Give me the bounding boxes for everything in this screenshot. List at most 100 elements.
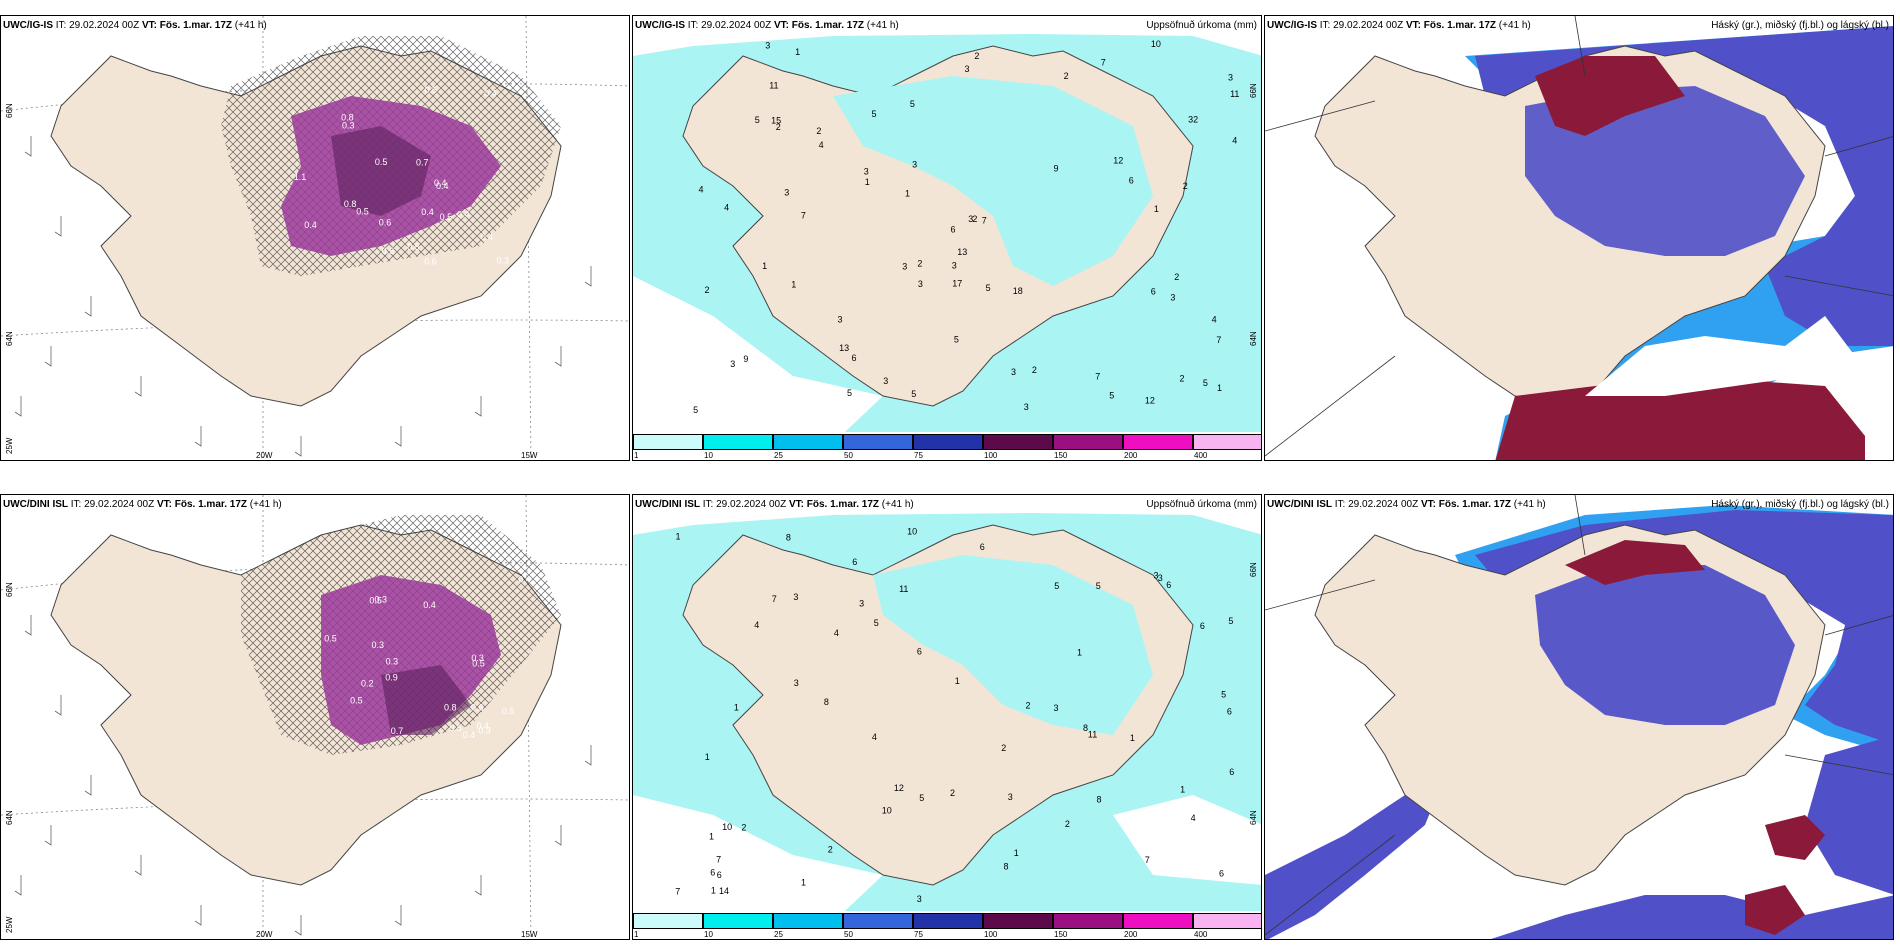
lat-label-top: 66N <box>1249 562 1258 577</box>
colorbar-tick-label: 100 <box>984 930 998 939</box>
value-label: 1 <box>1014 848 1019 858</box>
value-label: 5 <box>986 283 991 293</box>
value-label: 6 <box>980 542 985 552</box>
value-label: 6 <box>852 557 857 567</box>
value-label: 1 <box>705 752 710 762</box>
value-label: 1 <box>762 261 767 271</box>
value-label: 5 <box>872 109 877 119</box>
value-label: 3 <box>730 359 735 369</box>
value-label: 0.4 <box>436 181 449 191</box>
lon-label-20w: 20W <box>256 930 273 939</box>
value-label: 6 <box>1219 869 1224 879</box>
colorbar-segment <box>773 913 843 929</box>
value-label: 8 <box>1083 723 1088 733</box>
colorbar-tick-label: 50 <box>844 451 853 460</box>
value-label: 3 <box>793 592 798 602</box>
map-canvas: 0.50.40.60.50.80.40.30.50.60.40.80.41.10… <box>1 16 629 460</box>
colorbar-tick-label: 1 <box>634 451 639 460</box>
wind-barbs <box>14 615 592 936</box>
value-label: 2 <box>972 214 977 224</box>
value-label: 32 <box>1188 115 1198 125</box>
hatch-value-labels: 0.50.40.60.50.80.40.30.50.60.40.80.41.10… <box>294 85 509 266</box>
map-panel-clouds-igis: UWC/IG-IS IT: 29.02.2024 00Z VT: Fös. 1.… <box>1264 15 1894 461</box>
map-panel-precip-wind-igis: 0.5 0.4 0.6 0.5 0.8 0.4 0.3 0.5 0.6 0.4 0.8 0.4 1.1 0… <box>0 15 630 461</box>
colorbar-segment <box>1123 913 1193 929</box>
value-label: 1 <box>711 886 716 896</box>
panel-title: Háský (gr.), miðský (fj.bl.) og lágský (… <box>1711 499 1889 510</box>
value-label: 3 <box>918 279 923 289</box>
value-label: 0.5 <box>356 207 369 217</box>
lat-label-top: 66N <box>1249 83 1258 98</box>
value-label: 2 <box>1065 819 1070 829</box>
value-label: 6 <box>1151 287 1156 297</box>
value-label: 6 <box>1200 621 1205 631</box>
value-label: 0.3 <box>342 121 355 131</box>
value-label: 2 <box>705 285 710 295</box>
precip-over-land <box>873 555 1153 735</box>
value-label: 18 <box>1013 286 1023 296</box>
map-canvas: 0.40.70.50.50.40.20.60.50.80.30.50.30.40… <box>1 495 629 939</box>
precip-colorbar: 1 10 25 50 75 100 150 200 400 <box>633 911 1261 939</box>
value-label: 4 <box>1191 813 1196 823</box>
value-label: 0.8 <box>341 113 354 123</box>
colorbar-tick-label: 50 <box>844 930 853 939</box>
colorbar-segment <box>703 434 773 450</box>
value-label: 0.5 <box>324 634 337 644</box>
colorbar-segment <box>843 434 913 450</box>
value-label: 3 <box>952 260 957 270</box>
value-label: 0.6 <box>424 256 437 266</box>
value-label: 6 <box>1166 580 1171 590</box>
value-label: 3 <box>902 262 907 272</box>
map-canvas: 2532353267751376127333101169331553335532… <box>633 16 1261 460</box>
colorbar-tick-label: 200 <box>1124 930 1138 939</box>
panel-title: Háský (gr.), miðský (fj.bl.) og lágský (… <box>1711 20 1889 31</box>
value-label: 0.5 <box>502 706 515 716</box>
colorbar-segment <box>1193 434 1261 450</box>
value-label: 11 <box>899 584 908 594</box>
value-label: 2 <box>917 259 922 269</box>
value-label: 6 <box>917 647 922 657</box>
precip-value-labels: 2532353267751376127333101169331553335532… <box>693 39 1239 415</box>
value-label: 5 <box>954 335 959 345</box>
lat-label-mid: 64N <box>5 810 14 825</box>
value-label: 0.5 <box>449 723 462 733</box>
value-label: 3 <box>968 214 973 224</box>
precip-colorbar: 1 10 25 50 75 100 150 200 400 <box>633 432 1261 460</box>
value-label: 0.3 <box>375 594 388 604</box>
colorbar-tick-label: 150 <box>1054 930 1068 939</box>
value-label: 5 <box>1096 581 1101 591</box>
value-label: 2 <box>1032 365 1037 375</box>
value-label: 0.4 <box>457 209 470 219</box>
value-label: 6 <box>1229 767 1234 777</box>
value-label: 5 <box>693 405 698 415</box>
colorbar-tick-label: 400 <box>1194 451 1208 460</box>
value-label: 3 <box>1158 573 1163 583</box>
colorbar-tick-label: 100 <box>984 451 998 460</box>
high-cloud-area <box>1535 56 1685 136</box>
value-label: 0.8 <box>444 703 457 713</box>
value-label: 3 <box>864 167 869 177</box>
value-label: 4 <box>834 628 839 638</box>
value-label: 10 <box>1151 39 1161 49</box>
value-label: 5 <box>1203 378 1208 388</box>
value-label: 11 <box>769 80 778 90</box>
value-label: 1 <box>734 702 739 712</box>
value-label: 6 <box>852 353 857 363</box>
value-label: 10 <box>907 526 917 536</box>
value-label: 8 <box>824 697 829 707</box>
value-label: 5 <box>1054 581 1059 591</box>
value-label: 15 <box>771 116 781 126</box>
value-label: 7 <box>1101 58 1106 68</box>
value-label: 17 <box>952 278 962 288</box>
colorbar-tick-label: 400 <box>1194 930 1208 939</box>
value-label: 13 <box>957 247 967 257</box>
mid-cloud-area <box>1475 26 1893 346</box>
value-label: 0.4 <box>518 575 531 585</box>
value-label: 3 <box>1024 402 1029 412</box>
map-panel-accum-precip-dini: 1 1 1 2 10 7 4 3 3 3 5 8 8 6 14 12 5 7 6 8 10 6 2 7 10 5 11 11 6 1 2 6 7… <box>632 494 1262 940</box>
value-label: 9 <box>743 354 748 364</box>
value-label: 0.6 <box>379 218 392 228</box>
lat-label-top: 66N <box>5 103 14 118</box>
value-label: 2 <box>974 51 979 61</box>
